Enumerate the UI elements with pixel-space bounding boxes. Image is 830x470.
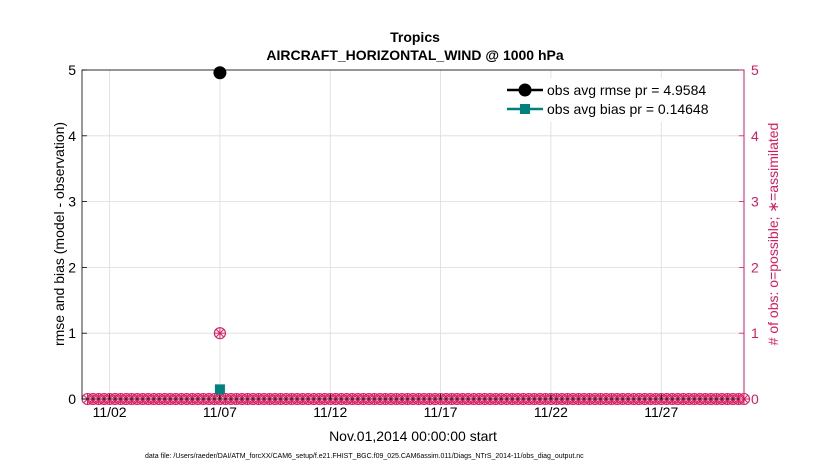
- obs-assimilated-marker: [216, 329, 224, 338]
- y-tick-label-left: 3: [68, 194, 76, 210]
- y-tick-label-left: 4: [68, 128, 76, 144]
- x-tick-label: 11/22: [534, 404, 568, 420]
- y-tick-label-left: 0: [68, 391, 76, 407]
- chart-subtitle: AIRCRAFT_HORIZONTAL_WIND @ 1000 hPa: [266, 47, 564, 63]
- bias-point: [214, 384, 225, 395]
- obs-count-series: [81, 327, 751, 406]
- y-axis-label-right: # of obs: o=possible; ∗=assimilated: [765, 123, 781, 346]
- axes: 11/02 11/07 11/12 11/17 11/22 11/27 0 1 2 3 4 5 0 1 2 3…: [68, 62, 759, 420]
- legend: obs avg rmse pr = 4.9584 obs avg bias pr…: [505, 78, 737, 122]
- x-tick-label: 11/17: [424, 404, 458, 420]
- legend-rmse-label: obs avg rmse pr = 4.9584: [547, 82, 706, 98]
- y-tick-label-right: 5: [751, 62, 759, 78]
- x-tick-label: 11/07: [203, 404, 237, 420]
- data-file-footer: data file: /Users/raeder/DAI/ATM_forcXX/…: [145, 453, 584, 460]
- x-axis-label: Nov.01,2014 00:00:00 start: [329, 428, 497, 444]
- legend-box: [505, 78, 737, 122]
- y-tick-label-right: 0: [751, 391, 759, 407]
- legend-bias-marker: [520, 104, 530, 114]
- y-tick-label-right: 1: [751, 325, 759, 341]
- y-tick-label-right: 4: [751, 128, 759, 144]
- x-tick-label: 11/02: [93, 404, 127, 420]
- data-series: [213, 66, 227, 395]
- x-tick-label: 11/12: [313, 404, 347, 420]
- y-tick-label-left: 5: [68, 62, 76, 78]
- obs-count-point-nonzero: [213, 327, 226, 340]
- y-axis-label-left: rmse and bias (model - observation): [51, 122, 67, 346]
- y-tick-label-right: 2: [751, 259, 759, 275]
- legend-rmse-marker: [518, 83, 532, 97]
- chart-title: Tropics: [390, 29, 440, 45]
- y-tick-label-right: 3: [751, 194, 759, 210]
- y-tick-label-left: 2: [68, 259, 76, 275]
- legend-bias-label: obs avg bias pr = 0.14648: [547, 101, 709, 117]
- y-tick-label-left: 1: [68, 325, 76, 341]
- obs-possible-marker: [213, 327, 226, 340]
- rmse-point: [213, 66, 227, 80]
- x-tick-label: 11/27: [644, 404, 678, 420]
